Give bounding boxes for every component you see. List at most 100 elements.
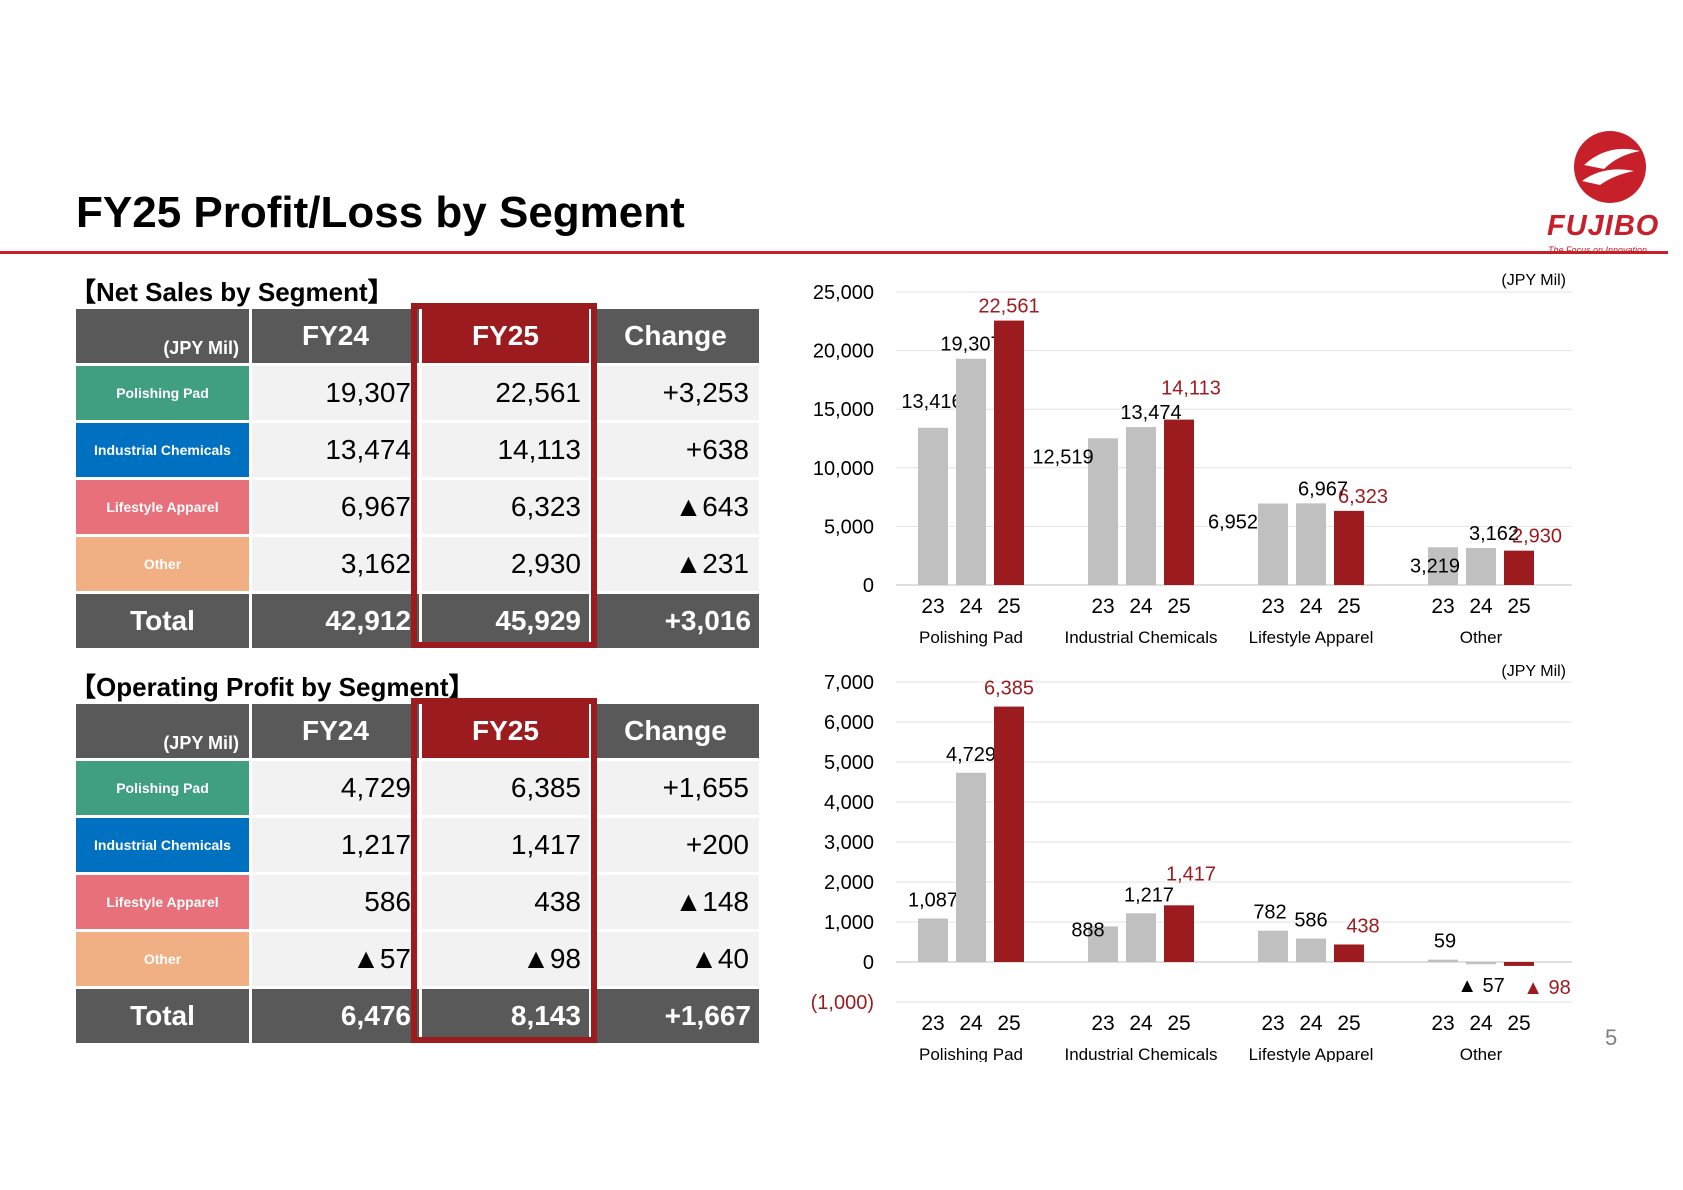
y-tick-label: 1,000: [824, 912, 874, 934]
category-label: Polishing Pad: [919, 628, 1023, 647]
data-label: 6,967: [1298, 478, 1348, 500]
table-row: Lifestyle Apparel 6,967 6,323 ▲643: [76, 480, 759, 534]
x-tick-label: 24: [1129, 595, 1153, 618]
x-tick-label: 25: [1507, 595, 1530, 618]
op-profit-table: (JPY Mil) FY24 FY25 Change Polishing Pad…: [73, 701, 762, 1046]
x-tick-label: 23: [921, 595, 944, 618]
total-label: Total: [76, 989, 249, 1043]
data-label: 13,474: [1120, 402, 1181, 424]
fy25-value: 2,930: [422, 537, 589, 591]
bar: [1296, 503, 1326, 585]
fy25-value: 1,417: [422, 818, 589, 872]
segment-label: Lifestyle Apparel: [76, 875, 249, 929]
category-label: Lifestyle Apparel: [1249, 628, 1374, 647]
x-tick-label: 25: [1337, 595, 1360, 618]
page-number: 5: [1605, 1025, 1618, 1050]
data-label: ▲ 57: [1457, 975, 1505, 997]
total-row: Total 42,912 45,929 +3,016: [76, 594, 759, 648]
data-label: 1,087: [908, 890, 958, 912]
total-change: +1,667: [592, 989, 759, 1043]
x-tick-label: 23: [1431, 595, 1454, 618]
data-label: 4,729: [946, 744, 996, 766]
data-label: 1,217: [1124, 884, 1174, 906]
bar: [1258, 503, 1288, 585]
table-header-row: (JPY Mil) FY24 FY25 Change: [76, 309, 759, 363]
header-change: Change: [592, 704, 759, 758]
y-tick-label: 5,000: [824, 752, 874, 774]
x-tick-label: 25: [997, 1012, 1020, 1035]
bar: [1126, 913, 1156, 962]
total-fy25: 8,143: [422, 989, 589, 1043]
category-label: Other: [1460, 628, 1503, 647]
x-tick-label: 24: [959, 1012, 983, 1035]
data-label: 1,417: [1166, 863, 1216, 885]
bar: [1296, 938, 1326, 962]
table-row: Polishing Pad 19,307 22,561 +3,253: [76, 366, 759, 420]
table-row: Lifestyle Apparel 586 438 ▲148: [76, 875, 759, 929]
table-row: Industrial Chemicals 1,217 1,417 +200: [76, 818, 759, 872]
bar: [1126, 427, 1156, 585]
change-value: ▲231: [592, 537, 759, 591]
change-value: ▲40: [592, 932, 759, 986]
table-row: Polishing Pad 4,729 6,385 +1,655: [76, 761, 759, 815]
y-tick-label: 2,000: [824, 872, 874, 894]
y-tick-label: 25,000: [813, 282, 874, 304]
header-fy25: FY25: [422, 704, 589, 758]
bar: [994, 320, 1024, 585]
table-row: Industrial Chemicals 13,474 14,113 +638: [76, 423, 759, 477]
y-tick-label: 10,000: [813, 458, 874, 480]
bar: [1088, 438, 1118, 585]
bar: [956, 358, 986, 585]
x-tick-label: 23: [1261, 1012, 1284, 1035]
total-fy24: 6,476: [252, 989, 419, 1043]
x-tick-label: 25: [997, 595, 1020, 618]
x-tick-label: 23: [1091, 1012, 1114, 1035]
total-fy25: 45,929: [422, 594, 589, 648]
x-tick-label: 24: [1469, 1012, 1493, 1035]
fy25-value: 6,323: [422, 480, 589, 534]
header-fy24: FY24: [252, 309, 419, 363]
x-tick-label: 24: [1299, 1012, 1323, 1035]
change-value: ▲643: [592, 480, 759, 534]
y-tick-label: 4,000: [824, 792, 874, 814]
x-tick-label: 24: [1469, 595, 1493, 618]
segment-label: Lifestyle Apparel: [76, 480, 249, 534]
bar: [1334, 944, 1364, 962]
unit-label: (JPY Mil): [76, 309, 249, 363]
x-tick-label: 23: [921, 1012, 944, 1035]
bar: [918, 427, 948, 585]
data-label: 19,307: [940, 334, 1001, 356]
data-label: 22,561: [978, 296, 1039, 318]
x-tick-label: 25: [1337, 1012, 1360, 1035]
bar: [1334, 510, 1364, 585]
segment-label: Industrial Chemicals: [76, 818, 249, 872]
x-tick-label: 24: [1299, 595, 1323, 618]
net-sales-section-title: 【Net Sales by Segment】: [70, 277, 394, 307]
fy24-value: 4,729: [252, 761, 419, 815]
bar: [1466, 962, 1496, 965]
segment-label: Other: [76, 537, 249, 591]
net-sales-chart: 0 5,000 10,000 15,000 20,000 25,000 (JPY Mil) 1…: [813, 272, 1572, 647]
y-tick-label: 3,000: [824, 832, 874, 854]
bar: [1164, 905, 1194, 962]
y-tick-label: (1,000): [811, 992, 874, 1014]
total-fy24: 42,912: [252, 594, 419, 648]
table-row: Other ▲57 ▲98 ▲40: [76, 932, 759, 986]
y-tick-label: 0: [863, 575, 874, 597]
bar: [918, 918, 948, 962]
data-label: 14,113: [1161, 378, 1221, 400]
segment-label: Polishing Pad: [76, 761, 249, 815]
data-label: 888: [1071, 919, 1104, 941]
header-fy24: FY24: [252, 704, 419, 758]
change-value: +3,253: [592, 366, 759, 420]
x-tick-label: 23: [1431, 1012, 1454, 1035]
total-row: Total 6,476 8,143 +1,667: [76, 989, 759, 1043]
unit-label: (JPY Mil): [76, 704, 249, 758]
x-tick-label: 24: [959, 595, 983, 618]
x-tick-label: 25: [1167, 1012, 1190, 1035]
bar: [1466, 547, 1496, 585]
fy25-value: ▲98: [422, 932, 589, 986]
header-change: Change: [592, 309, 759, 363]
data-label: 3,162: [1469, 523, 1519, 545]
bar: [1088, 926, 1118, 962]
